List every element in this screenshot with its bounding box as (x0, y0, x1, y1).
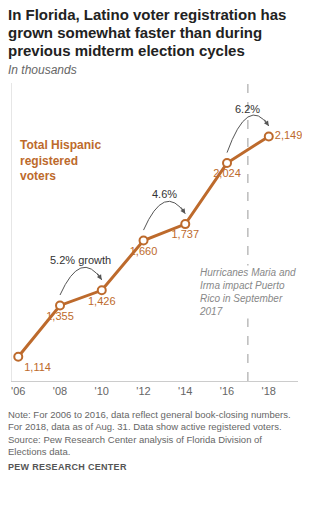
svg-text:5.2% growth: 5.2% growth (50, 254, 111, 266)
svg-text:'16: '16 (220, 385, 234, 397)
svg-text:1,355: 1,355 (46, 310, 74, 322)
svg-text:4.6%: 4.6% (152, 188, 177, 200)
svg-text:'10: '10 (95, 385, 109, 397)
html-text:In thousands: In thousands (8, 63, 77, 77)
svg-text:'18: '18 (262, 385, 276, 397)
svg-text:1,426: 1,426 (88, 295, 116, 307)
svg-text:1,114: 1,114 (24, 361, 51, 373)
svg-text:'12: '12 (136, 385, 150, 397)
html-text:Source: Pew Research Center an: Source: Pew Research Center analysis of … (8, 434, 262, 457)
html-text:Note: For 2006 to 2016, data r: Note: For 2006 to 2016, data reflect gen… (8, 409, 291, 432)
html-text:PEW RESEARCH CENTER: PEW RESEARCH CENTER (8, 462, 127, 472)
svg-text:Hurricanes Maria andIrma impac: Hurricanes Maria andIrma impact PuertoRi… (199, 267, 296, 317)
svg-text:'06: '06 (11, 385, 25, 397)
svg-text:'14: '14 (178, 385, 192, 397)
svg-text:1,660: 1,660 (130, 245, 158, 257)
svg-text:1,737: 1,737 (172, 228, 200, 240)
svg-text:'08: '08 (53, 385, 67, 397)
svg-text:6.2%: 6.2% (235, 103, 260, 115)
html-text:In Florida, Latino voter regis: In Florida, Latino voter registration ha… (8, 6, 287, 59)
svg-text:2,024: 2,024 (213, 167, 241, 179)
svg-text:Total Hispanicregisteredvoters: Total Hispanicregisteredvoters (20, 138, 101, 183)
svg-text:2,149: 2,149 (275, 129, 302, 141)
